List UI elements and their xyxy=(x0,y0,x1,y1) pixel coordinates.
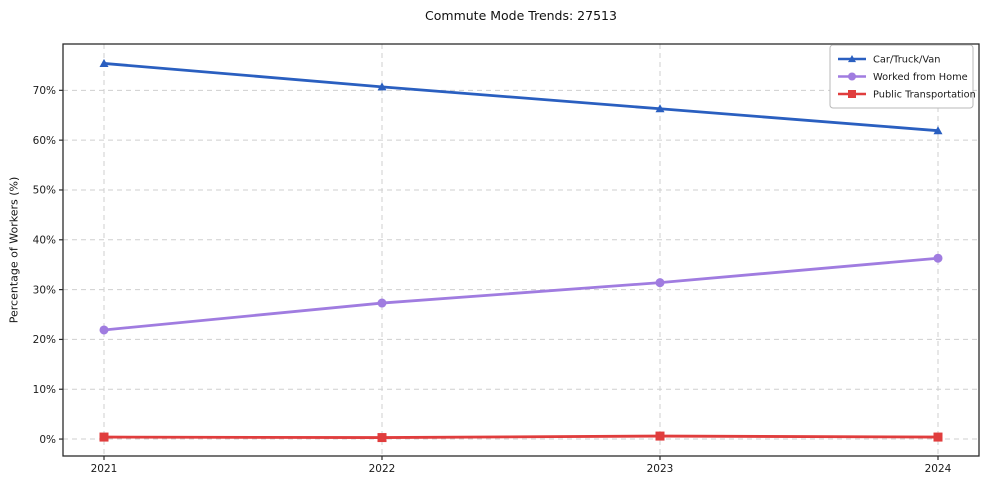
data-point-square xyxy=(655,431,665,441)
data-point-square xyxy=(99,432,109,442)
legend-marker-circle xyxy=(848,72,856,81)
data-point-square xyxy=(377,433,387,443)
data-point-circle xyxy=(933,253,943,263)
legend-label: Car/Truck/Van xyxy=(873,55,940,66)
x-tick-label: 2021 xyxy=(91,463,118,475)
series-line-car-truck-van xyxy=(102,62,940,133)
y-tick-label: 0% xyxy=(39,434,56,446)
data-point-circle xyxy=(377,298,387,308)
y-axis-label: Percentage of Workers (%) xyxy=(7,176,21,324)
legend-marker-triangle xyxy=(848,55,856,63)
data-point-circle xyxy=(655,278,665,288)
legend-label: Worked from Home xyxy=(873,72,968,83)
legend-label: Public Transportation xyxy=(873,90,976,101)
x-tick-label: 2022 xyxy=(369,463,396,475)
y-tick-label: 70% xyxy=(33,85,56,97)
legend-marker-square xyxy=(848,90,856,98)
y-tick-label: 30% xyxy=(33,284,56,296)
y-tick-label: 20% xyxy=(33,334,56,346)
data-point-triangle xyxy=(933,126,943,135)
series-line-worked-from-home xyxy=(102,256,940,332)
chart-title: Commute Mode Trends: 27513 xyxy=(425,8,617,23)
y-tick-label: 10% xyxy=(33,384,56,396)
y-tick-label: 50% xyxy=(33,185,56,197)
plot-border xyxy=(62,43,980,457)
y-tick-label: 60% xyxy=(33,135,56,147)
data-point-triangle xyxy=(377,82,387,91)
data-point-triangle xyxy=(655,104,665,113)
data-point-circle xyxy=(99,325,109,335)
y-tick-label: 40% xyxy=(33,234,56,246)
x-tick-label: 2023 xyxy=(647,463,674,475)
data-point-triangle xyxy=(99,58,109,67)
legend-box xyxy=(829,44,974,109)
data-point-square xyxy=(933,432,943,442)
series-line-public-transportation xyxy=(102,434,940,439)
x-tick-label: 2024 xyxy=(925,463,952,475)
